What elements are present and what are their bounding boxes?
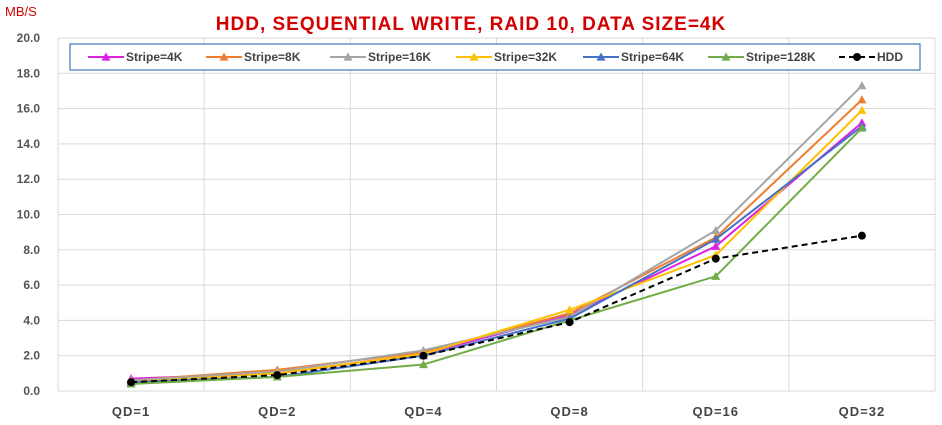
y-tick-label: 4.0 [23, 313, 40, 327]
legend-label: Stripe=64K [621, 50, 684, 64]
data-point [418, 360, 428, 369]
data-point [711, 254, 720, 263]
y-axis-ticks: 0.0 2.0 4.0 6.0 8.0 10.0 12.0 14.0 16.0 18.0 20.0 [17, 31, 41, 398]
legend-item: Stripe=64K [583, 50, 684, 64]
legend-marker [219, 52, 229, 61]
x-tick-label: QD=2 [258, 404, 296, 419]
legend-label: Stripe=16K [368, 50, 431, 64]
y-tick-label: 12.0 [17, 172, 41, 186]
legend-marker [596, 52, 606, 61]
legend-item: Stripe=8K [206, 50, 301, 64]
legend-label: Stripe=8K [244, 50, 301, 64]
x-axis-ticks: QD=1 QD=2 QD=4 QD=8 QD=16 QD=32 [112, 404, 886, 419]
y-tick-label: 18.0 [17, 66, 41, 80]
y-tick-label: 20.0 [17, 31, 41, 45]
legend-marker [721, 52, 731, 61]
legend-item: HDD [839, 50, 903, 64]
x-tick-label: QD=16 [692, 404, 739, 419]
data-point [127, 378, 136, 387]
data-point [711, 241, 721, 250]
x-tick-label: QD=8 [550, 404, 588, 419]
legend-item: Stripe=4K [88, 50, 183, 64]
y-tick-label: 2.0 [23, 349, 40, 363]
data-point [857, 105, 867, 114]
y-tick-label: 6.0 [23, 278, 40, 292]
data-point [857, 81, 867, 90]
y-tick-label: 14.0 [17, 137, 41, 151]
legend-marker [343, 52, 353, 61]
x-tick-label: QD=32 [839, 404, 886, 419]
chart-title: HDD, SEQUENTIAL WRITE, RAID 10, DATA SIZ… [216, 14, 726, 35]
series-line [131, 109, 863, 384]
series-line [131, 234, 863, 384]
legend-marker [853, 53, 861, 61]
y-tick-label: 16.0 [17, 102, 41, 116]
y-tick-label: 10.0 [17, 208, 41, 222]
data-point [711, 271, 721, 280]
series-hdd [127, 231, 866, 387]
data-point [565, 318, 574, 327]
y-axis-unit-label: MB/S [5, 4, 37, 19]
data-point [857, 123, 867, 132]
legend-label: Stripe=128K [746, 50, 816, 64]
y-tick-label: 0.0 [23, 384, 40, 398]
series-lines [126, 81, 867, 388]
legend-marker [101, 52, 111, 61]
legend-label: HDD [877, 50, 903, 64]
gridlines [57, 37, 936, 392]
data-point [419, 351, 428, 360]
legend-item: Stripe=32K [456, 50, 557, 64]
series-line [131, 84, 863, 382]
data-point [711, 234, 721, 243]
legend: Stripe=4K Stripe=8K Stripe=16K Stripe=32K St… [69, 43, 921, 71]
x-tick-label: QD=4 [404, 404, 442, 419]
data-point [857, 231, 866, 240]
series-line [131, 127, 863, 385]
data-point [273, 371, 282, 380]
legend-label: Stripe=4K [126, 50, 183, 64]
data-point [565, 305, 575, 314]
data-point [857, 95, 867, 104]
y-tick-label: 8.0 [23, 243, 40, 257]
legend-label: Stripe=32K [494, 50, 557, 64]
data-point [711, 225, 721, 234]
x-tick-label: QD=1 [112, 404, 150, 419]
legend-item: Stripe=128K [708, 50, 816, 64]
legend-marker [469, 52, 479, 61]
legend-item: Stripe=16K [330, 50, 431, 64]
